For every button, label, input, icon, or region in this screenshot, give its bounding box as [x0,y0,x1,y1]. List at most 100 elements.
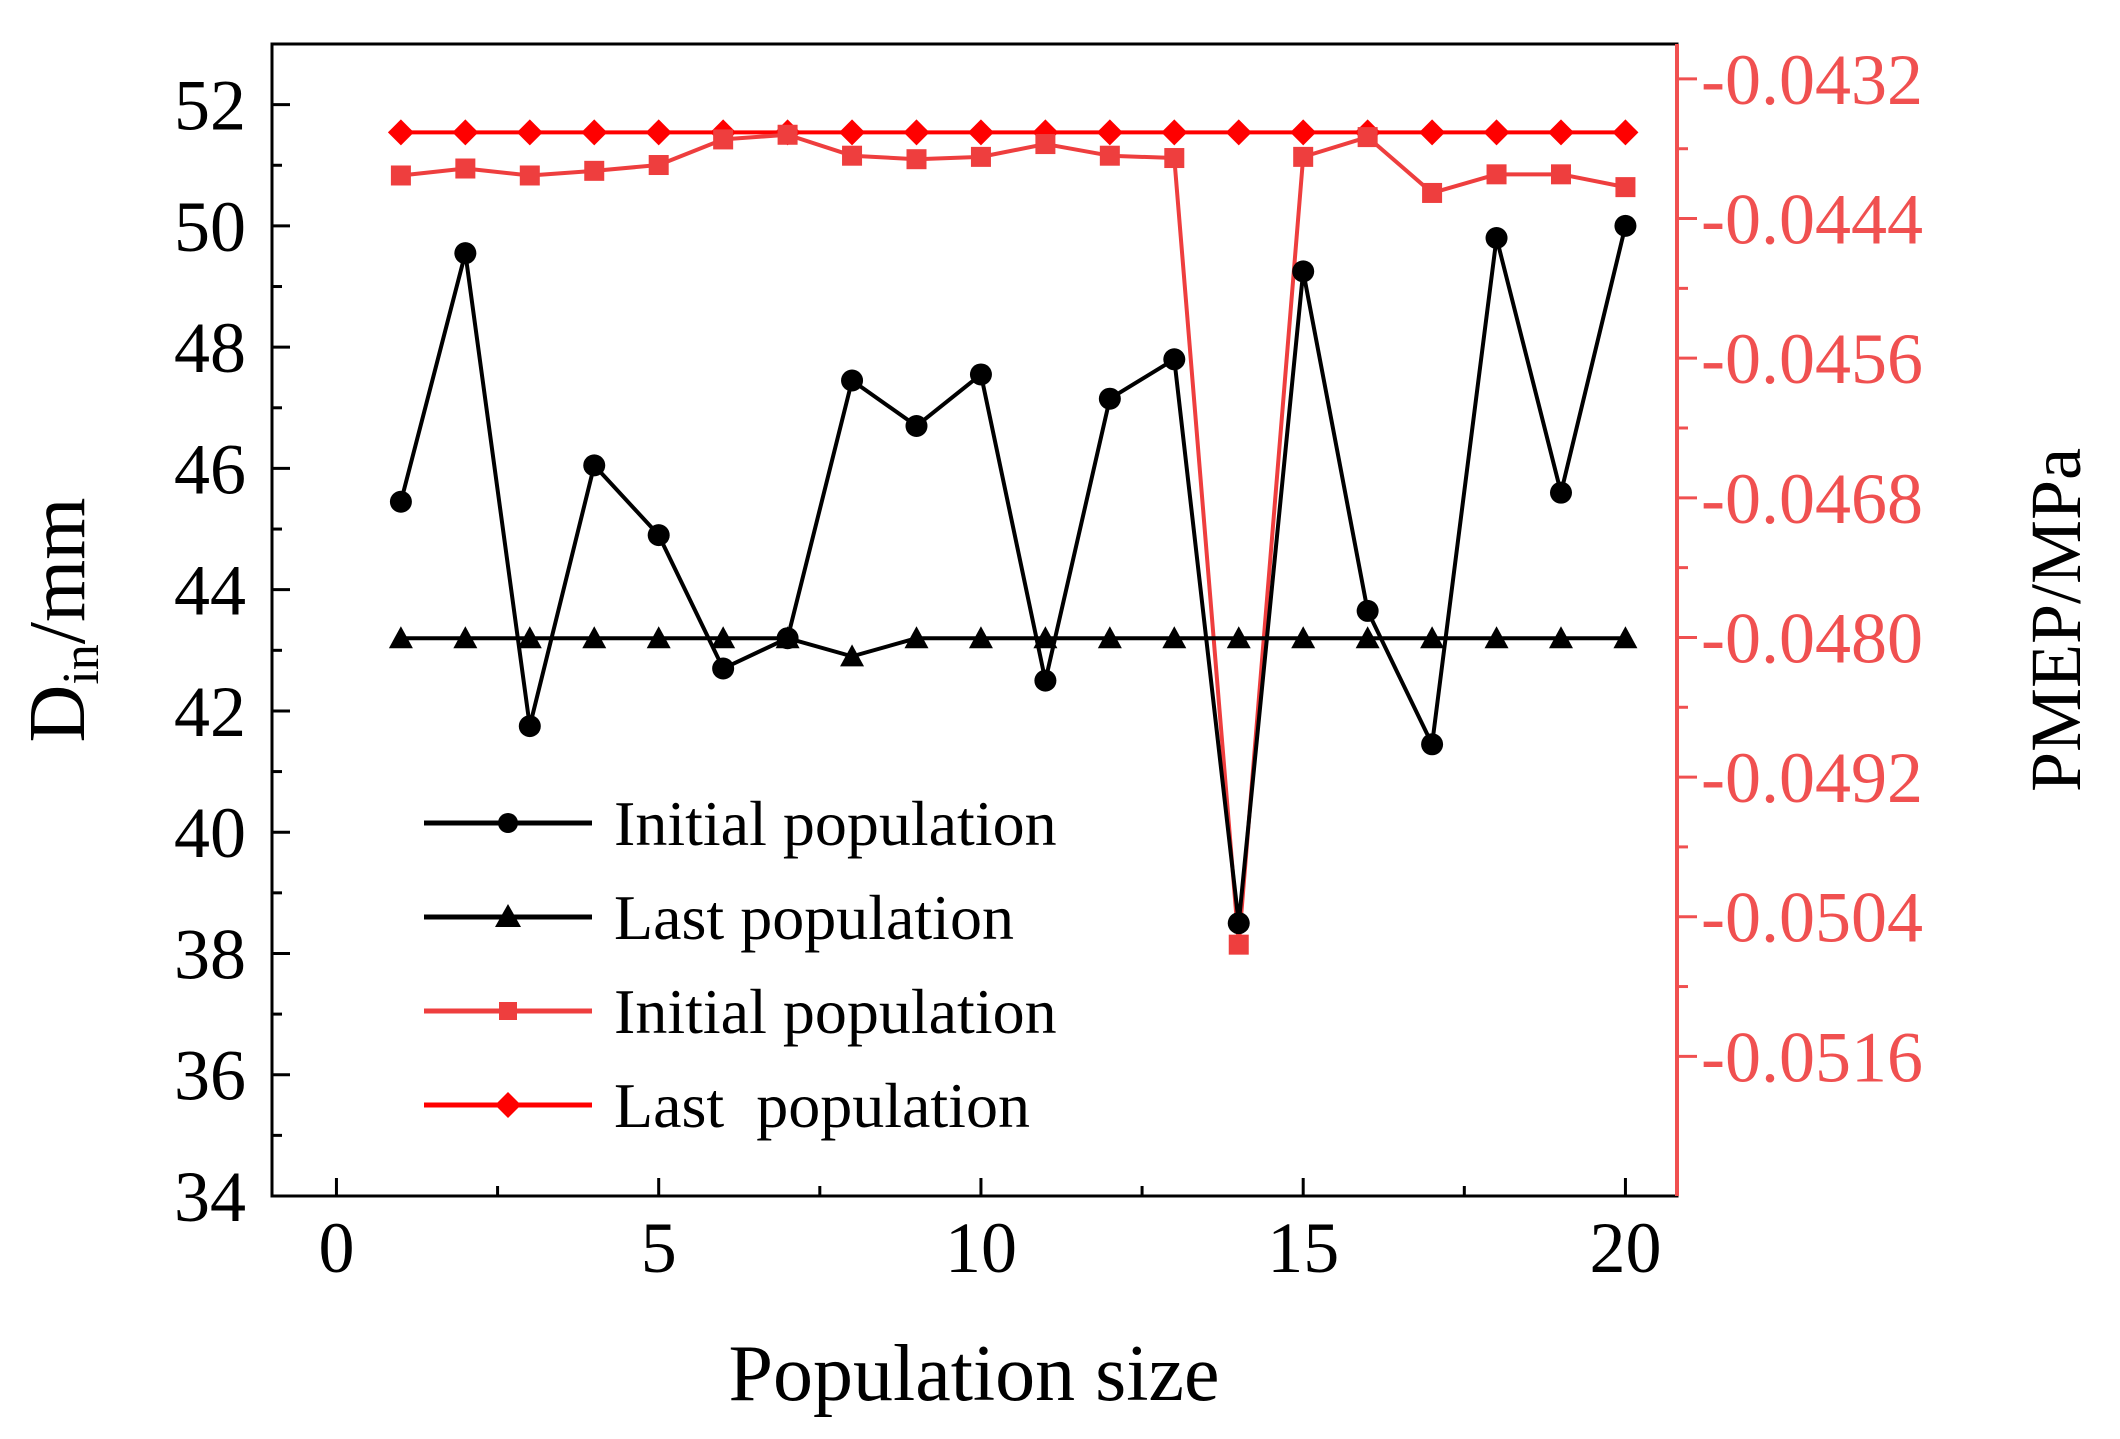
data-point [906,149,927,170]
y-axis-title-main: D [14,685,102,743]
data-point [841,369,864,392]
data-point [1615,177,1636,198]
data-point [1421,733,1444,756]
data-point [1422,182,1443,203]
legend-item-initial-black: Initial population [424,788,1057,859]
series-line [398,225,1628,926]
data-point [1357,127,1378,148]
y-axis-title-unit: /mm [14,498,102,645]
data-point [1292,260,1315,283]
legend-item-initial-red: Initial population [424,976,1057,1047]
data-point [519,165,540,186]
y2-tick-label: -0.0480 [1701,598,1923,678]
series-2 [390,124,1636,955]
data-point [1548,626,1573,649]
data-point [1483,119,1510,146]
data-point [839,119,866,146]
data-point [970,146,991,167]
y-tick-label: 44 [174,551,246,631]
data-point [387,119,414,146]
series-0 [389,214,1637,935]
data-point [1034,669,1057,692]
data-point [1161,119,1188,146]
data-point [969,363,992,386]
data-point [1549,481,1572,504]
legend-label-initial-black: Initial population [614,788,1057,859]
legend-label-initial-red: Initial population [614,976,1057,1047]
data-point [389,490,412,513]
data-point [452,119,479,146]
data-point [1547,119,1574,146]
data-point [1486,164,1507,185]
data-point [645,119,672,146]
data-point [581,119,608,146]
legend-marker-square [499,1002,517,1020]
data-point [1485,227,1508,250]
legend-marker-circle [498,813,518,833]
y2-tick-label: -0.0516 [1701,1017,1923,1097]
legend-marker-triangle [495,904,521,927]
y-axis-right: -0.0516 -0.0504 -0.0492 -0.0480 -0.0468 -0.04… [1677,40,1923,1097]
y-axis-title: Din/mm [14,498,110,743]
data-point [453,626,478,649]
data-point [1226,626,1251,649]
y-tick-label: 50 [174,187,246,267]
y2-tick-label: -0.0492 [1701,738,1923,818]
data-point [840,644,865,667]
legend-marker-diamond [495,1092,521,1118]
data-point [516,119,543,146]
legend: Initial population Last population Initi… [424,788,1057,1141]
data-point [1355,626,1380,649]
data-point [1098,387,1121,410]
data-point [967,119,994,146]
data-point [583,454,606,477]
x-tick-label: 20 [1589,1208,1661,1288]
data-point [1163,348,1186,371]
series-3 [387,119,1639,146]
legend-item-last-red: Last population [424,1070,1030,1141]
data-point [1035,134,1056,155]
y-tick-label: 42 [174,672,246,752]
x-tick-label: 15 [1267,1208,1339,1288]
x-tick-label: 10 [945,1208,1017,1288]
data-point [390,165,411,186]
series-line [400,636,1626,659]
data-point [517,626,542,649]
y-axis-left: 34 36 38 40 42 44 46 48 50 52 [174,42,290,1237]
y-tick-label: 48 [174,308,246,388]
data-point [842,145,863,166]
data-point [518,715,541,738]
data-point [1293,146,1314,167]
legend-label-last-black: Last population [614,882,1014,953]
data-point [646,626,671,649]
data-point [1484,626,1509,649]
data-point [1613,626,1638,649]
data-point [777,124,798,145]
y-tick-label: 40 [174,793,246,873]
data-point [712,657,735,680]
data-point [903,119,930,146]
y2-axis-title: PMEP/MPa [2016,448,2096,792]
data-point [455,158,476,179]
data-point [1356,599,1379,622]
data-point [388,626,413,649]
x-axis: 0 5 10 15 20 [318,1178,1661,1288]
data-point [584,160,605,181]
data-point [1096,119,1123,146]
data-point [1419,119,1446,146]
data-point [647,524,670,547]
data-point [713,129,734,150]
y2-tick-label: -0.0444 [1701,180,1923,260]
data-point [776,627,799,650]
data-point [1550,164,1571,185]
y2-tick-label: -0.0432 [1701,40,1923,120]
data-point [904,626,929,649]
data-point [1614,214,1637,237]
series-layer [387,119,1639,955]
data-point [1225,119,1252,146]
data-point [648,155,669,176]
x-axis-title: Population size [728,1330,1219,1418]
data-point [1164,148,1185,169]
data-point [1227,912,1250,935]
